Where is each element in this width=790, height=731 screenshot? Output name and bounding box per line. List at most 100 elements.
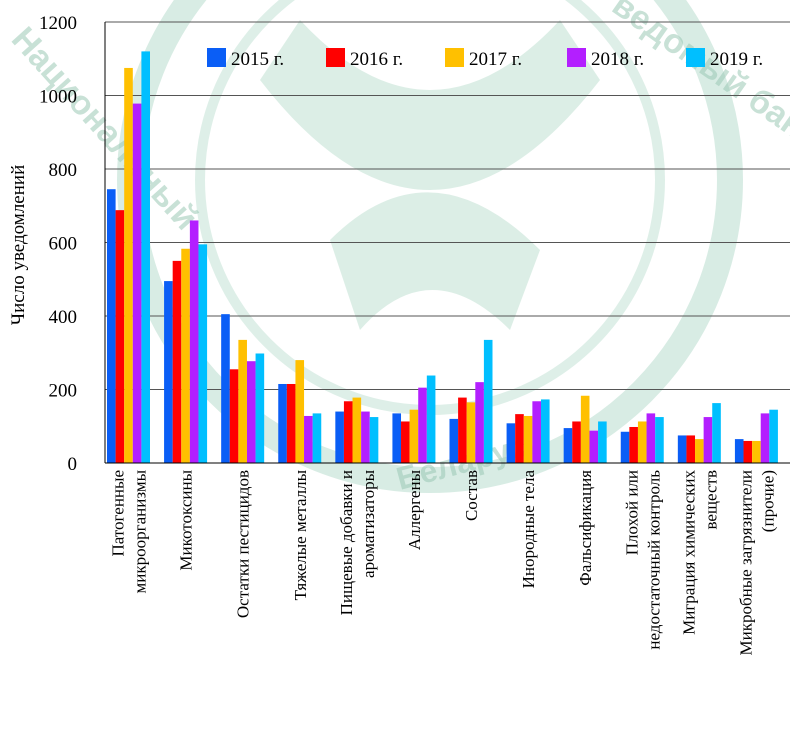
- bar: [572, 421, 581, 463]
- bar: [238, 339, 247, 463]
- bar: [458, 397, 467, 463]
- bar: [198, 244, 208, 463]
- legend-label: 2016 г.: [350, 49, 403, 70]
- bar: [312, 413, 322, 463]
- bar: [246, 361, 256, 463]
- bar: [369, 417, 379, 463]
- category-label: Микробные загрязнители (прочие): [736, 470, 777, 655]
- legend-swatch: [686, 48, 705, 67]
- bar: [677, 435, 687, 463]
- category-label-line: ароматизаторы: [359, 469, 378, 578]
- bar: [295, 360, 305, 463]
- category-label-line: Состав: [462, 470, 481, 521]
- bar: [115, 210, 125, 463]
- category-label: Плохой или недостаточный контроль: [622, 470, 663, 650]
- bar: [760, 413, 770, 463]
- legend-label: 2018 г.: [591, 49, 644, 70]
- bars: [107, 51, 778, 464]
- bar: [506, 423, 516, 463]
- bar: [124, 67, 133, 463]
- bar: [734, 439, 744, 463]
- bar: [686, 435, 696, 463]
- bar: [563, 428, 573, 463]
- grid-lines: [105, 21, 790, 390]
- bar: [515, 414, 524, 463]
- bar: [695, 439, 704, 463]
- y-tick-label: 600: [49, 234, 78, 255]
- bar: [769, 409, 778, 463]
- y-tick-label: 1000: [39, 87, 77, 108]
- legend-item: 2017 г.: [445, 48, 522, 70]
- bar: [255, 353, 265, 463]
- bar: [286, 383, 296, 463]
- bar: [598, 421, 607, 463]
- bar: [401, 421, 410, 463]
- y-tick-label: 200: [49, 381, 78, 402]
- category-label-line: Фальсификация: [576, 470, 595, 586]
- category-label: Пищевые добавки и ароматизаторы: [337, 469, 378, 615]
- bar: [221, 314, 230, 463]
- bar: [409, 409, 419, 463]
- bar: [335, 411, 344, 463]
- bar: [532, 401, 541, 463]
- category-label: Инородные тела: [519, 470, 538, 589]
- category-label-line: (прочие): [758, 470, 777, 532]
- y-tick-label: 800: [49, 160, 78, 181]
- bar: [703, 417, 713, 463]
- bar: [580, 395, 590, 463]
- legend-swatch: [445, 48, 464, 67]
- category-label: Патогенные микроорганизмы: [109, 469, 150, 593]
- category-label-line: микроорганизмы: [131, 469, 150, 593]
- category-label-line: Миграция химических: [679, 470, 698, 635]
- bar: [646, 413, 656, 463]
- legend-swatch: [567, 48, 586, 67]
- y-axis-label: Число уведомлений: [8, 165, 29, 325]
- legend-label: 2019 г.: [710, 49, 763, 70]
- bar: [361, 411, 370, 463]
- bar: [523, 415, 533, 463]
- bar: [304, 415, 313, 463]
- bar: [352, 397, 362, 463]
- legend-swatch: [207, 48, 226, 67]
- legend-item: 2016 г.: [326, 48, 403, 70]
- category-label-line: Пищевые добавки и: [337, 470, 356, 615]
- legend-item: 2019 г.: [686, 48, 763, 70]
- bar: [752, 440, 761, 463]
- bar: [483, 339, 493, 463]
- bar: [475, 382, 484, 463]
- bar: [189, 220, 199, 463]
- bar: [181, 248, 190, 463]
- y-tick-label: 1200: [39, 13, 77, 34]
- bar: [620, 431, 630, 463]
- legend: 2015 г. 2016 г. 2017 г. 2018 г. 2019 г.: [207, 48, 763, 70]
- bar: [229, 369, 239, 463]
- legend-item: 2015 г.: [207, 48, 284, 70]
- bar: [589, 430, 599, 463]
- category-label-line: веществ: [701, 470, 720, 530]
- bar: [637, 421, 647, 463]
- bar: [392, 413, 402, 463]
- bar: [712, 403, 721, 463]
- category-label-line: Аллергены: [405, 469, 424, 550]
- category-label: Аллергены: [405, 469, 424, 550]
- bar: [540, 399, 550, 463]
- bar: [743, 440, 753, 463]
- bar: [629, 426, 638, 463]
- bar: [107, 189, 116, 463]
- legend-swatch: [326, 48, 345, 67]
- y-tick-labels: 0 200 400 600 800 1000 1200: [39, 13, 77, 475]
- bar: [164, 281, 173, 463]
- legend-label: 2017 г.: [469, 49, 522, 70]
- bar: [418, 387, 427, 463]
- category-labels: Патогенные микроорганизмы Микотоксины Остат…: [109, 469, 778, 655]
- legend-item: 2018 г.: [567, 48, 644, 70]
- category-label: Состав: [462, 470, 481, 521]
- bar: [141, 51, 150, 464]
- category-label: Миграция химических веществ: [679, 470, 720, 635]
- y-tick-label: 400: [49, 307, 78, 328]
- category-label-line: Тяжелые металлы: [291, 469, 310, 600]
- category-label-line: недостаточный контроль: [644, 470, 663, 650]
- bar: [343, 401, 353, 463]
- bar: [655, 417, 664, 463]
